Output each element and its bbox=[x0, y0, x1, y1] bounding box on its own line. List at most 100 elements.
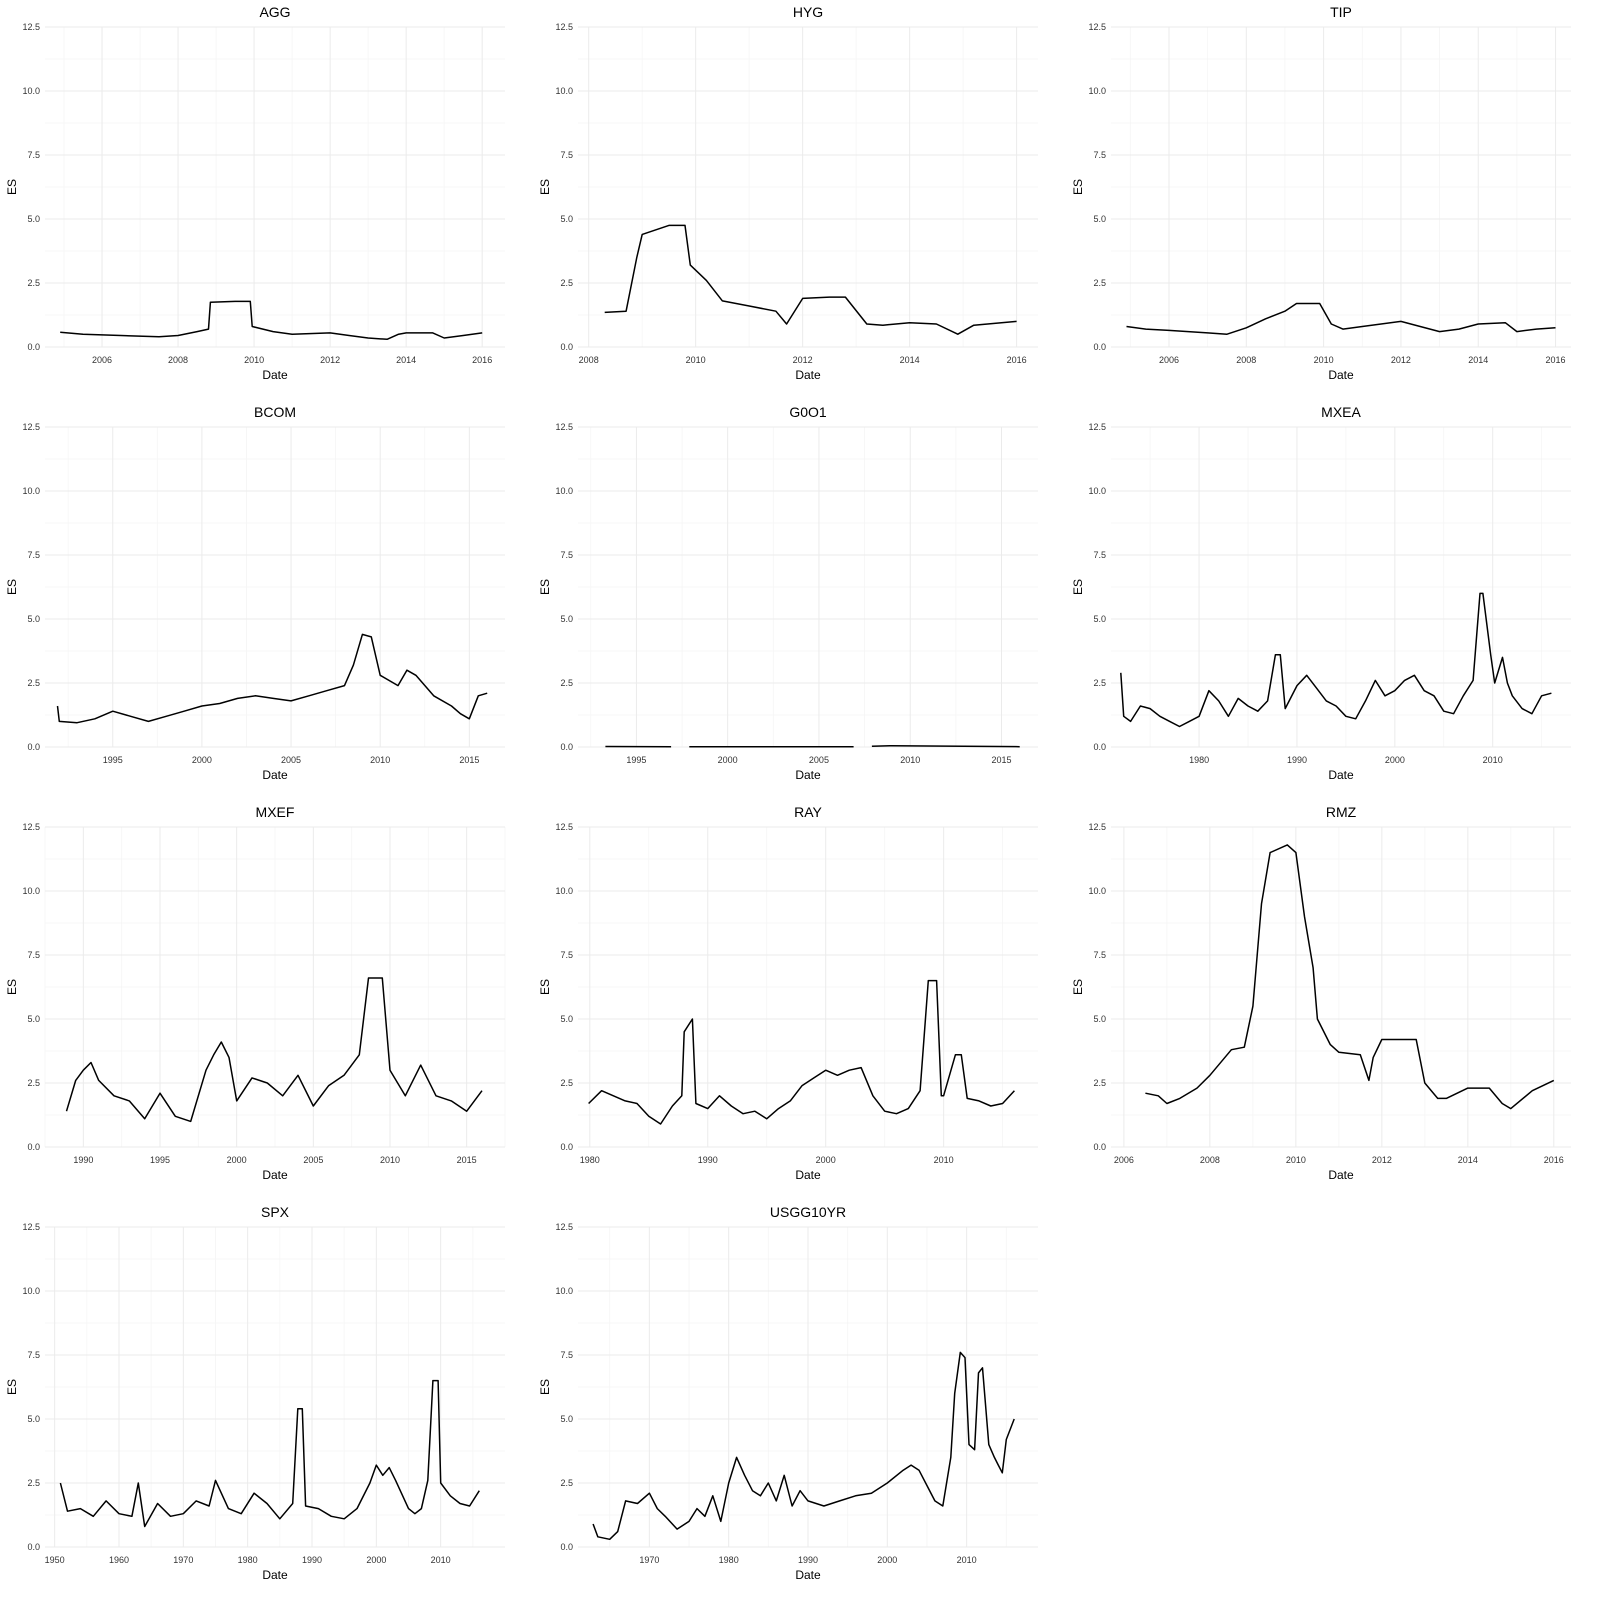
chart-panel-bcom: 0.0 2.5 5.0 7.5 10.0 12.5 1995 2000 2005 2010 2015… bbox=[0, 400, 533, 800]
series-line bbox=[1126, 302, 1556, 335]
x-axis-label: Date bbox=[795, 768, 821, 782]
y-axis-label: ES bbox=[1071, 579, 1085, 595]
y-tick-label: 7.5 bbox=[560, 950, 573, 960]
chart-panel-mxea: 0.0 2.5 5.0 7.5 10.0 12.5 1980 1990 2000 2010 MXEA… bbox=[1066, 400, 1599, 800]
y-tick-label: 12.5 bbox=[1088, 422, 1106, 432]
series-line bbox=[60, 300, 483, 341]
series-line bbox=[1145, 844, 1555, 1110]
x-tick-label: 2008 bbox=[579, 355, 599, 365]
y-tick-label: 5.0 bbox=[27, 1414, 40, 1424]
y-tick-label: 10.0 bbox=[1088, 486, 1106, 496]
x-tick-label: 2014 bbox=[1458, 1155, 1478, 1165]
x-tick-label: 1990 bbox=[302, 1555, 322, 1565]
x-tick-label: 2016 bbox=[1544, 1155, 1564, 1165]
chart-svg: 0.0 2.5 5.0 7.5 10.0 12.5 1980 1990 2000 2010 RAY D… bbox=[538, 804, 1038, 1182]
chart-svg: 0.0 2.5 5.0 7.5 10.0 12.5 1980 1990 2000 2010 MXEA… bbox=[1071, 404, 1571, 782]
x-tick-label: 2010 bbox=[934, 1155, 954, 1165]
y-tick-label: 10.0 bbox=[22, 1286, 40, 1296]
chart-panel-rmz: 0.0 2.5 5.0 7.5 10.0 12.5 2006 2008 2010 2012 2014… bbox=[1066, 800, 1599, 1200]
y-tick-label: 10.0 bbox=[555, 1286, 573, 1296]
y-tick-label: 0.0 bbox=[560, 1542, 573, 1552]
chart-svg: 0.0 2.5 5.0 7.5 10.0 12.5 2006 2008 2010 2012 2014… bbox=[5, 4, 505, 382]
chart-title: USGG10YR bbox=[770, 1204, 846, 1220]
x-tick-label: 2016 bbox=[1007, 355, 1027, 365]
y-tick-label: 12.5 bbox=[22, 422, 40, 432]
x-tick-label: 1980 bbox=[238, 1555, 258, 1565]
y-tick-label: 7.5 bbox=[560, 1350, 573, 1360]
x-tick-label: 2010 bbox=[1483, 755, 1503, 765]
y-tick-label: 5.0 bbox=[27, 614, 40, 624]
chart-title: BCOM bbox=[254, 404, 296, 420]
chart-panel-usgg10yr: 0.0 2.5 5.0 7.5 10.0 12.5 1970 1980 1990 2000 2010… bbox=[533, 1200, 1066, 1600]
y-tick-label: 5.0 bbox=[27, 1014, 40, 1024]
x-tick-label: 1980 bbox=[580, 1155, 600, 1165]
y-tick-label: 10.0 bbox=[1088, 86, 1106, 96]
y-tick-label: 7.5 bbox=[560, 550, 573, 560]
y-tick-label: 10.0 bbox=[22, 86, 40, 96]
x-tick-label: 1990 bbox=[698, 1155, 718, 1165]
y-tick-label: 10.0 bbox=[555, 86, 573, 96]
y-tick-label: 12.5 bbox=[1088, 822, 1106, 832]
y-tick-label: 2.5 bbox=[27, 1478, 40, 1488]
chart-title: MXEF bbox=[256, 804, 295, 820]
chart-svg: 0.0 2.5 5.0 7.5 10.0 12.5 2008 2010 2012 2014 2016… bbox=[538, 4, 1038, 382]
x-tick-label: 2012 bbox=[1391, 355, 1411, 365]
y-tick-label: 7.5 bbox=[1093, 150, 1106, 160]
series-line bbox=[1120, 592, 1552, 728]
y-tick-label: 7.5 bbox=[560, 150, 573, 160]
x-tick-label: 2012 bbox=[793, 355, 813, 365]
x-tick-label: 2014 bbox=[1468, 355, 1488, 365]
series-line bbox=[604, 224, 1017, 335]
x-tick-label: 1970 bbox=[173, 1555, 193, 1565]
series-line bbox=[65, 977, 483, 1123]
y-tick-label: 7.5 bbox=[1093, 950, 1106, 960]
chart-title: G0O1 bbox=[789, 404, 827, 420]
chart-panel-hyg: 0.0 2.5 5.0 7.5 10.0 12.5 2008 2010 2012 2014 2016… bbox=[533, 0, 1066, 400]
y-tick-label: 5.0 bbox=[560, 1014, 573, 1024]
x-tick-label: 2015 bbox=[991, 755, 1011, 765]
y-tick-label: 2.5 bbox=[560, 1478, 573, 1488]
x-tick-label: 2014 bbox=[396, 355, 416, 365]
x-tick-label: 2016 bbox=[472, 355, 492, 365]
y-tick-label: 10.0 bbox=[555, 486, 573, 496]
x-tick-label: 2008 bbox=[168, 355, 188, 365]
chart-svg: 0.0 2.5 5.0 7.5 10.0 12.5 2006 2008 2010 2012 2014… bbox=[1071, 4, 1571, 382]
chart-svg: 0.0 2.5 5.0 7.5 10.0 12.5 1990 1995 2000 2005 2010… bbox=[5, 804, 506, 1182]
x-tick-label: 2000 bbox=[877, 1555, 897, 1565]
chart-title: RMZ bbox=[1326, 804, 1357, 820]
y-tick-label: 10.0 bbox=[555, 886, 573, 896]
x-tick-label: 2016 bbox=[1546, 355, 1566, 365]
y-tick-label: 5.0 bbox=[1093, 1014, 1106, 1024]
chart-svg: 0.0 2.5 5.0 7.5 10.0 12.5 1995 2000 2005 2010 2015… bbox=[538, 404, 1038, 782]
x-axis-label: Date bbox=[262, 368, 288, 382]
x-axis-label: Date bbox=[795, 368, 821, 382]
y-tick-label: 7.5 bbox=[27, 550, 40, 560]
y-tick-label: 0.0 bbox=[560, 1142, 573, 1152]
y-axis-label: ES bbox=[538, 1379, 552, 1395]
x-tick-label: 2010 bbox=[244, 355, 264, 365]
chart-title: SPX bbox=[261, 1204, 290, 1220]
y-axis-label: ES bbox=[5, 979, 19, 995]
x-tick-label: 1970 bbox=[639, 1555, 659, 1565]
x-tick-label: 2005 bbox=[303, 1155, 323, 1165]
x-tick-label: 1990 bbox=[798, 1555, 818, 1565]
x-tick-label: 2000 bbox=[366, 1555, 386, 1565]
x-tick-label: 2008 bbox=[1200, 1155, 1220, 1165]
y-axis-label: ES bbox=[5, 1379, 19, 1395]
x-tick-label: 1980 bbox=[719, 1555, 739, 1565]
y-tick-label: 2.5 bbox=[560, 278, 573, 288]
y-tick-label: 5.0 bbox=[1093, 214, 1106, 224]
y-tick-label: 12.5 bbox=[555, 822, 573, 832]
x-tick-label: 2012 bbox=[320, 355, 340, 365]
y-tick-label: 5.0 bbox=[1093, 614, 1106, 624]
x-tick-label: 2010 bbox=[380, 1155, 400, 1165]
y-tick-label: 0.0 bbox=[560, 342, 573, 352]
x-axis-label: Date bbox=[1328, 1168, 1354, 1182]
y-tick-label: 12.5 bbox=[555, 1222, 573, 1232]
y-tick-label: 0.0 bbox=[27, 742, 40, 752]
y-tick-label: 7.5 bbox=[1093, 550, 1106, 560]
x-tick-label: 1995 bbox=[103, 755, 123, 765]
x-tick-label: 1950 bbox=[45, 1555, 65, 1565]
x-axis-label: Date bbox=[1328, 768, 1354, 782]
